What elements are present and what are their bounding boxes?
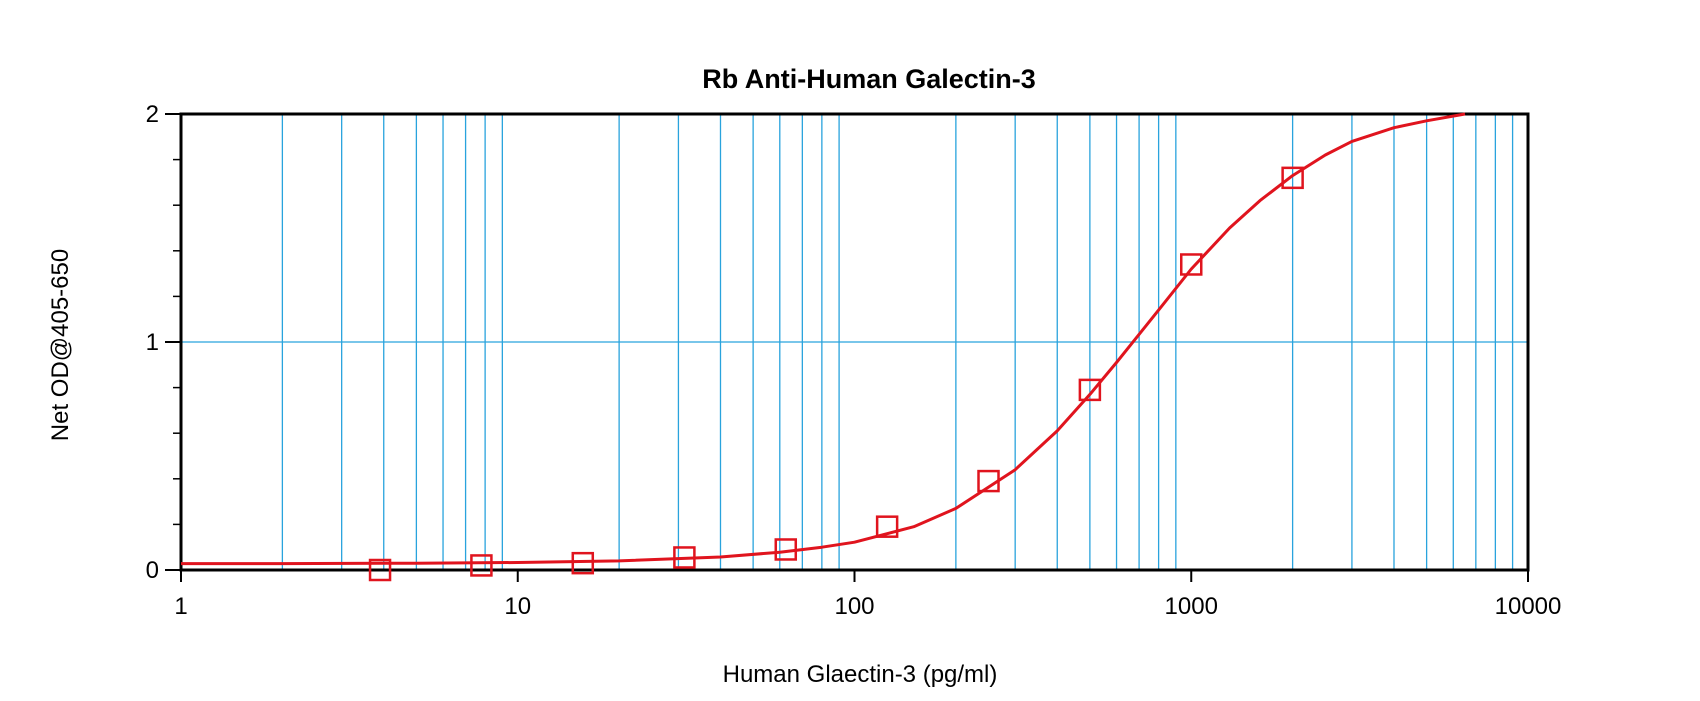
data-point (1180, 253, 1203, 276)
data-point (673, 546, 696, 569)
data-point (875, 515, 899, 538)
x-tick-label: 10000 (1495, 593, 1562, 620)
data-point (1078, 378, 1102, 402)
data-points (368, 166, 1304, 582)
data-point (977, 469, 1000, 493)
fit-curve-layer (181, 112, 1466, 566)
y-axis-label: Net OD@405-650 (47, 249, 74, 441)
chart-title: Rb Anti-Human Galectin-3 (702, 64, 1036, 94)
data-point (368, 558, 392, 582)
y-tick-label: 0 (146, 557, 159, 584)
data-point (470, 554, 493, 577)
x-axis-label: Human Glaectin-3 (pg/ml) (723, 661, 998, 688)
y-tick-label: 1 (146, 329, 159, 356)
data-point (774, 538, 798, 561)
data-point (1281, 166, 1304, 190)
fit-curve (181, 112, 1466, 566)
data-point (571, 551, 595, 575)
x-tick-label: 10 (504, 593, 531, 620)
y-tick-label: 2 (146, 101, 159, 128)
x-tick-label: 1 (174, 593, 187, 620)
x-tick-label: 1000 (1165, 593, 1218, 620)
grid (181, 114, 1528, 570)
x-tick-label: 100 (834, 593, 874, 620)
